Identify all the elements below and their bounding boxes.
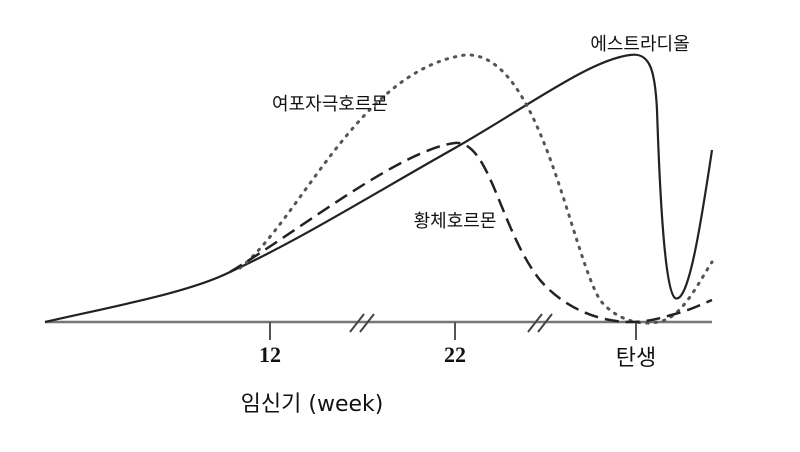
axis-break — [349, 313, 553, 333]
x-axis-title: 임신기 (week) — [241, 392, 384, 417]
x-tick-label: 12 — [259, 342, 281, 367]
curve-label: 여포자극호르몬 — [272, 94, 388, 115]
estradiol-curve — [44, 53, 714, 324]
x-tick-label: 22 — [444, 342, 466, 367]
progesterone-curve — [229, 141, 713, 324]
x-tick-label: 탄생 — [616, 346, 656, 371]
curve-label: 황체호르몬 — [414, 211, 497, 232]
curve-label: 에스트라디올 — [590, 34, 689, 55]
fsh-curve — [238, 53, 714, 325]
